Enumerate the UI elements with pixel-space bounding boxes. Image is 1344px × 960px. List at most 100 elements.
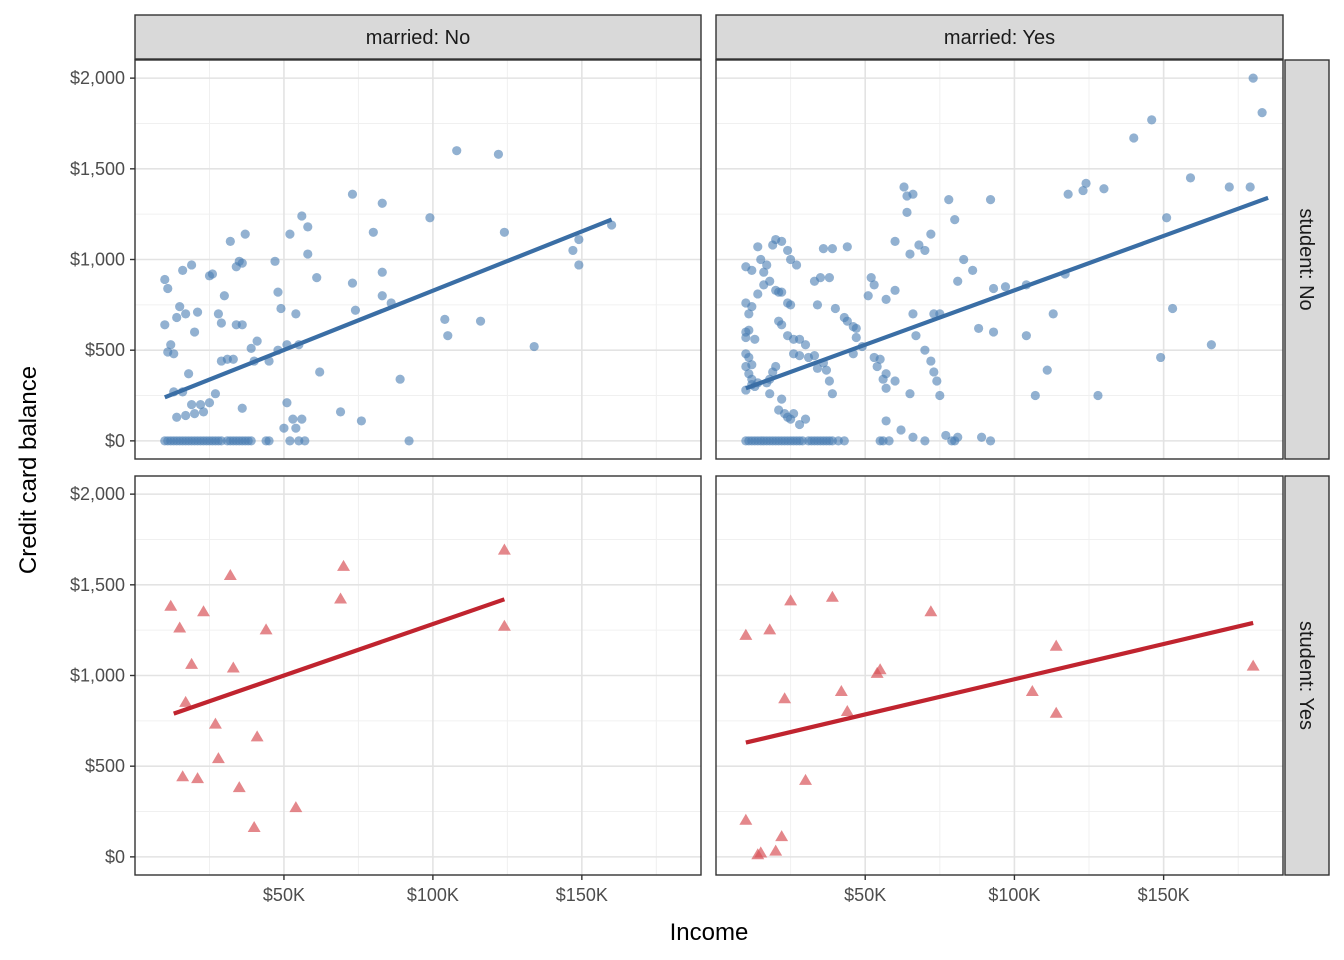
data-point	[840, 704, 854, 716]
data-point	[950, 436, 960, 446]
y-tick-label: $2,000	[70, 484, 125, 504]
data-point	[187, 399, 197, 410]
data-point	[809, 351, 820, 361]
data-point	[335, 407, 346, 417]
data-point	[1245, 182, 1255, 192]
data-point	[181, 309, 191, 319]
data-point	[1081, 178, 1091, 188]
data-point	[1147, 115, 1157, 125]
data-point	[753, 289, 763, 299]
y-tick-label: $1,500	[70, 575, 125, 595]
data-point	[192, 307, 203, 317]
data-point	[264, 436, 274, 446]
data-point	[163, 283, 173, 294]
facet-strip-row	[1284, 475, 1330, 876]
data-point	[929, 367, 939, 377]
data-point	[911, 331, 921, 341]
data-point	[741, 361, 751, 372]
data-point	[744, 352, 754, 363]
data-point	[827, 244, 837, 254]
data-point	[1257, 107, 1267, 118]
data-point	[744, 325, 754, 335]
data-point	[869, 280, 879, 290]
data-point	[881, 383, 891, 393]
x-tick-label: $100K	[988, 885, 1040, 905]
data-point	[825, 590, 839, 602]
data-point	[226, 661, 240, 673]
data-point	[988, 283, 999, 294]
facet-strips: married: No married: Yes student: No studen…	[134, 14, 1330, 876]
data-point	[198, 407, 209, 417]
panel-border	[715, 475, 1284, 876]
facet-strip-label: student: Yes	[1295, 621, 1317, 730]
data-point	[1048, 309, 1058, 319]
data-point	[1093, 390, 1103, 401]
data-point	[812, 363, 823, 373]
data-point	[754, 846, 768, 858]
data-point	[497, 619, 511, 631]
data-point	[830, 303, 840, 314]
data-point	[763, 623, 777, 635]
x-tick-label: $50K	[844, 885, 886, 905]
regression-line	[164, 217, 613, 400]
data-point	[207, 269, 218, 279]
data-point	[812, 300, 823, 310]
data-point	[768, 367, 778, 377]
data-point	[303, 249, 313, 259]
data-point	[762, 260, 772, 270]
data-point	[739, 813, 753, 825]
data-point	[1248, 73, 1258, 83]
x-tick-label: $150K	[556, 885, 608, 905]
data-point	[747, 265, 757, 275]
data-point	[777, 287, 787, 297]
data-point	[905, 249, 915, 259]
data-point	[920, 245, 930, 256]
data-point	[291, 423, 301, 433]
panel-student-yes-married-yes	[715, 475, 1284, 876]
y-tick-label: $2,000	[70, 68, 125, 88]
data-point	[250, 730, 264, 742]
data-point	[377, 267, 387, 277]
data-point	[1162, 213, 1172, 223]
data-point	[1246, 659, 1260, 671]
y-tick-label: $500	[85, 340, 125, 360]
data-point	[935, 390, 945, 401]
data-point	[788, 409, 799, 419]
facet-strip-label: married: No	[366, 27, 470, 49]
data-point	[873, 663, 887, 675]
data-point	[499, 227, 509, 237]
regression-line	[745, 195, 1269, 391]
data-point	[741, 332, 751, 343]
data-point	[890, 236, 900, 246]
data-point	[208, 717, 222, 729]
data-point	[425, 213, 435, 223]
data-point	[404, 436, 414, 446]
data-point	[337, 559, 350, 571]
data-point	[800, 414, 811, 424]
data-point	[247, 821, 261, 833]
y-tick-label: $500	[85, 756, 125, 776]
data-point	[881, 294, 891, 304]
data-point	[985, 436, 996, 446]
data-point	[350, 305, 361, 315]
data-point	[312, 273, 322, 283]
data-point	[225, 236, 235, 246]
data-point	[920, 345, 930, 355]
data-point	[1049, 639, 1063, 651]
data-point	[890, 376, 900, 386]
panel-student-no-married-no	[134, 59, 702, 460]
facet-strip-row	[1284, 59, 1330, 460]
data-point	[881, 416, 891, 426]
data-point	[777, 236, 787, 246]
facet-strip-label: married: Yes	[944, 27, 1055, 49]
data-point	[377, 198, 387, 208]
data-point	[574, 234, 584, 245]
data-point	[1042, 365, 1052, 375]
data-point	[176, 770, 190, 782]
data-point	[794, 334, 805, 344]
data-point	[232, 781, 246, 793]
data-point	[189, 409, 200, 419]
data-point	[851, 323, 861, 334]
data-point	[953, 276, 963, 286]
